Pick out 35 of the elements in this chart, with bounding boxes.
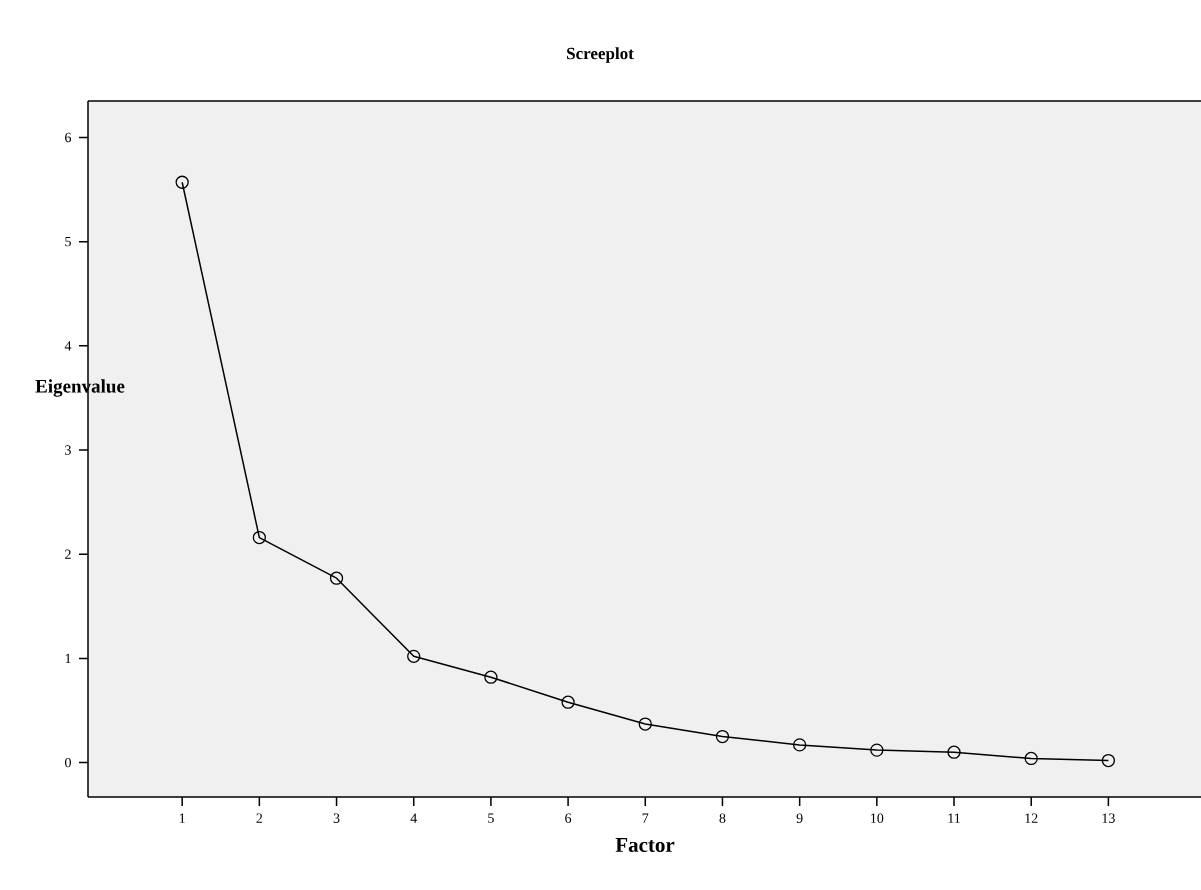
point [175,175,189,189]
x-tick-label: 5 [488,813,494,823]
x-tick-label: 10 [871,813,884,823]
point [947,745,961,759]
point [407,649,421,663]
x-tick-label: 6 [565,813,572,823]
x-tick-label: 13 [1102,813,1115,823]
y-tick-label: 1 [65,653,71,664]
point [329,571,344,585]
x-tick-label: 1 [179,813,185,823]
x-tick-label: 2 [256,813,263,823]
y-tick-label: 5 [65,236,71,247]
y-tick-label: 4 [64,341,72,351]
x-tick-label: 4 [410,813,417,823]
x-tick-label: 8 [719,813,726,823]
point [484,670,498,684]
point [793,738,807,752]
x-tick-label: 11 [948,813,960,823]
y-tick-label: 3 [65,445,71,455]
x-tick-label: 9 [796,813,803,823]
chart-title: Screeplot [567,47,634,63]
x-tick-label: 3 [333,813,340,823]
point [870,743,884,757]
y-tick-label: 2 [65,549,71,559]
x-tick-label: 7 [642,813,649,823]
point [638,717,652,731]
point [715,729,730,744]
point [252,530,266,545]
x-tick-label: 12 [1025,813,1038,823]
point [1101,753,1116,768]
y-tick-label: 6 [65,132,72,143]
point [1024,751,1038,766]
point [561,695,575,709]
x-axis-title: Factor [615,838,675,852]
y-tick-label: 0 [65,757,71,768]
